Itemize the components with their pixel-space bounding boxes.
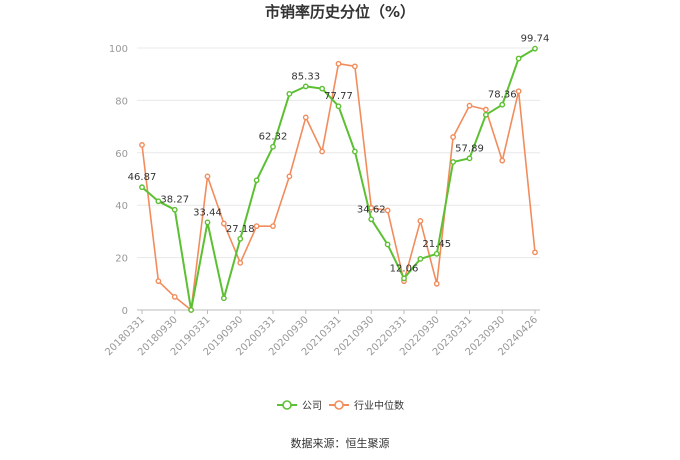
industry-median-data-point[interactable] [171, 293, 178, 300]
industry-median-data-point[interactable] [351, 63, 358, 70]
industry-median-data-point[interactable] [139, 142, 145, 148]
company-data-label: 77.77 [324, 91, 353, 102]
company-data-point[interactable] [384, 241, 391, 248]
company-data-point[interactable] [220, 295, 227, 302]
company-data-point[interactable] [466, 155, 473, 162]
company-data-label: 38.27 [160, 195, 189, 206]
company-data-label: 57.89 [455, 143, 484, 154]
legend-label: 公司 [302, 401, 322, 412]
industry-median-data-point[interactable] [515, 88, 522, 95]
industry-median-data-point[interactable] [384, 207, 391, 214]
company-data-point[interactable] [270, 143, 276, 150]
industry-median-data-point[interactable] [433, 280, 440, 287]
company-data-label: 46.87 [128, 172, 157, 183]
industry-median-data-point[interactable] [204, 173, 211, 180]
company-data-point[interactable] [450, 159, 457, 165]
company-data-point[interactable] [253, 177, 260, 184]
company-data-point[interactable] [515, 55, 522, 62]
industry-median-data-point[interactable] [319, 148, 326, 155]
company-data-point[interactable] [155, 198, 162, 205]
company-data-label: 78.36 [488, 90, 517, 101]
y-tick-label: 40 [115, 201, 128, 212]
company-data-label: 62.32 [259, 132, 288, 143]
company-data-point[interactable] [368, 216, 375, 223]
company-data-label: 33.44 [193, 207, 222, 218]
company-data-point[interactable] [433, 250, 440, 257]
y-tick-label: 60 [115, 149, 128, 160]
company-data-point[interactable] [532, 45, 538, 52]
company-data-point[interactable] [188, 307, 195, 313]
industry-median-data-point[interactable] [286, 173, 293, 180]
industry-median-data-point[interactable] [220, 220, 227, 227]
industry-median-data-point[interactable] [499, 157, 506, 164]
company-data-label: 21.45 [422, 239, 451, 250]
industry-median-data-point[interactable] [155, 278, 162, 285]
company-data-label: 34.62 [357, 204, 386, 215]
chart-title: 市销率历史分位（%） [265, 3, 415, 21]
y-tick-label: 80 [115, 96, 128, 107]
company-data-point[interactable] [417, 256, 424, 262]
company-data-point[interactable] [401, 275, 407, 282]
industry-median-data-point[interactable] [237, 259, 244, 266]
industry-median-data-point[interactable] [417, 218, 424, 224]
legend-item-industry-median[interactable]: 行业中位数 [329, 399, 404, 412]
series-lines [139, 45, 538, 313]
company-data-point[interactable] [335, 103, 342, 110]
industry-median-data-point[interactable] [466, 102, 473, 109]
data-source-note: 数据来源：恒生聚源 [291, 436, 390, 450]
company-data-label: 27.18 [226, 224, 255, 235]
industry-median-data-point[interactable] [532, 249, 538, 256]
company-data-point[interactable] [139, 184, 145, 191]
legend-item-company[interactable]: 公司 [277, 400, 322, 412]
legend[interactable]: 公司 行业中位数 [277, 399, 404, 412]
legend-marker-icon [334, 400, 344, 410]
industry-median-data-point[interactable] [450, 134, 457, 140]
legend-marker-icon [282, 400, 292, 410]
industry-median-data-point[interactable] [270, 223, 276, 230]
company-data-point[interactable] [302, 83, 309, 90]
company-data-point[interactable] [237, 235, 244, 242]
industry-median-data-point[interactable] [302, 114, 309, 121]
company-data-label: 85.33 [291, 71, 320, 82]
y-tick-label: 100 [109, 44, 128, 55]
company-data-point[interactable] [204, 219, 211, 226]
company-data-label: 12.06 [390, 263, 419, 274]
company-data-point[interactable] [351, 148, 358, 155]
company-data-point[interactable] [286, 90, 293, 97]
industry-median-data-point[interactable] [482, 106, 489, 113]
company-data-point[interactable] [319, 85, 326, 92]
company-data-point[interactable] [171, 206, 178, 213]
legend-label: 行业中位数 [354, 399, 404, 412]
company-data-point[interactable] [499, 101, 506, 108]
company-data-point[interactable] [482, 111, 489, 118]
y-tick-label: 20 [115, 254, 128, 265]
industry-median-data-point[interactable] [253, 223, 260, 230]
company-series-line [141, 47, 536, 311]
company-data-label: 99.74 [521, 34, 550, 45]
data-labels: 46.87 38.27 33.44 27.18 62.32 85.33 77.77 34.62… [128, 34, 550, 275]
y-tick-label: 0 [122, 306, 128, 317]
industry-median-data-point[interactable] [335, 60, 342, 67]
